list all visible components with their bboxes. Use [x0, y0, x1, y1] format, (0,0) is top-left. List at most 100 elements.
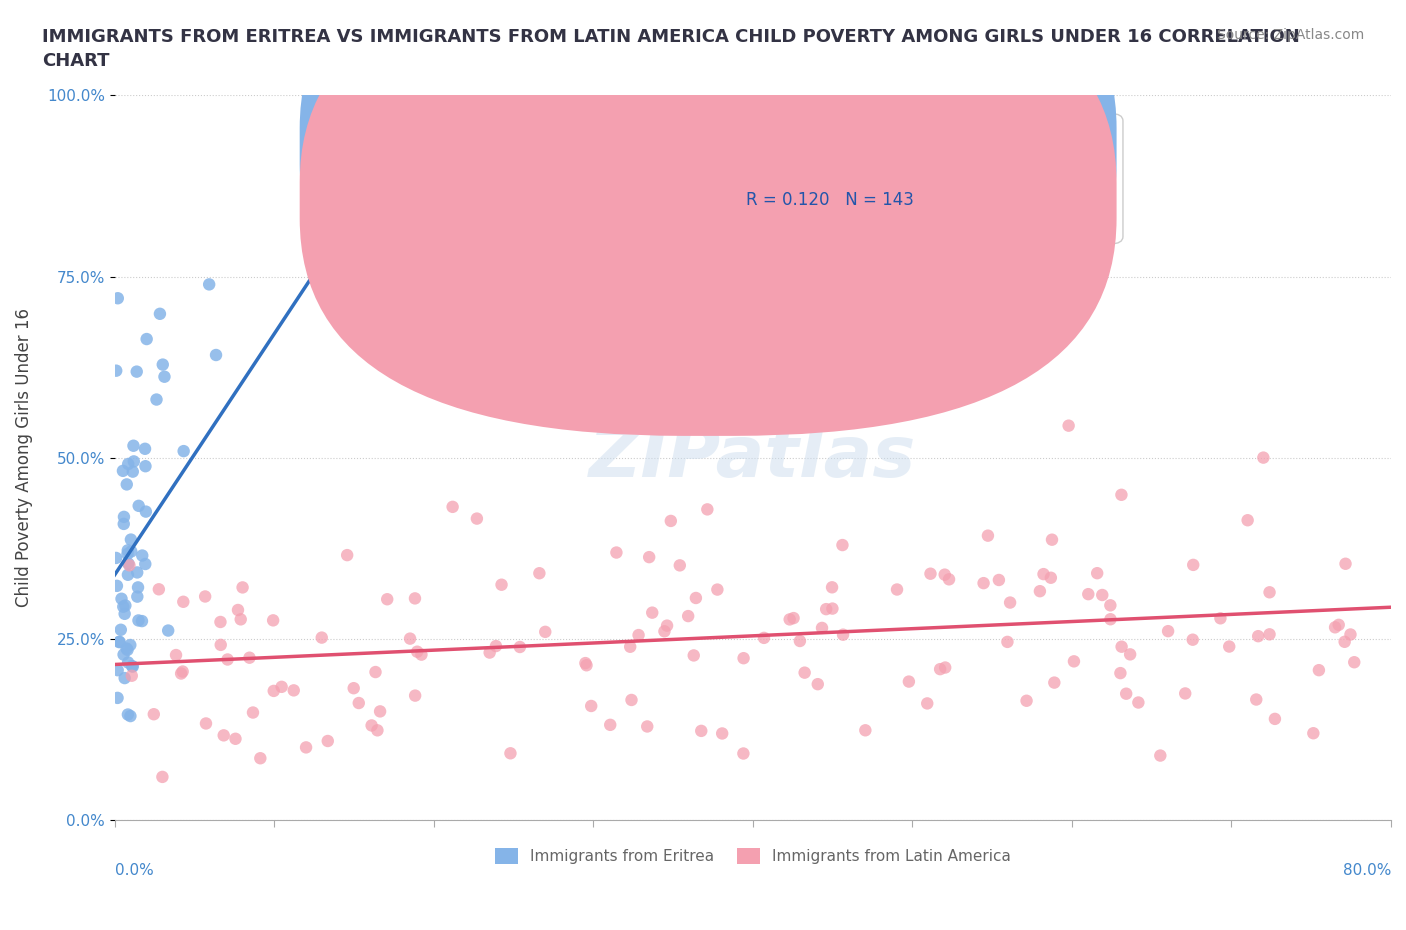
Point [1032, 566, 1054, 581]
Point [1109, 666, 1132, 681]
Point [112, 516, 135, 531]
Point [636, 719, 658, 734]
Point [217, 652, 239, 667]
Point [529, 565, 551, 580]
Point [198, 277, 221, 292]
Legend: Immigrants from Eritrea, Immigrants from Latin America: Immigrants from Eritrea, Immigrants from… [489, 842, 1017, 870]
Point [938, 572, 960, 587]
Point [117, 543, 139, 558]
Point [209, 615, 232, 630]
Point [685, 591, 707, 605]
Point [1149, 748, 1171, 763]
Point [574, 656, 596, 671]
Point [789, 633, 811, 648]
Point [1343, 655, 1365, 670]
Point [733, 746, 755, 761]
Point [641, 605, 664, 620]
Point [1115, 686, 1137, 701]
Point [1111, 487, 1133, 502]
Point [1085, 565, 1108, 580]
Point [997, 634, 1019, 649]
Point [112, 647, 135, 662]
Point [1077, 587, 1099, 602]
Point [368, 704, 391, 719]
Point [226, 603, 249, 618]
Point [821, 601, 844, 616]
Point [105, 364, 128, 379]
Point [134, 458, 156, 473]
Point [117, 707, 139, 722]
Point [232, 580, 254, 595]
Point [153, 369, 176, 384]
Point [316, 734, 339, 749]
Point [336, 548, 359, 563]
Point [411, 647, 433, 662]
Point [404, 591, 426, 605]
Point [262, 613, 284, 628]
Point [173, 444, 195, 458]
Point [832, 627, 855, 642]
Point [128, 498, 150, 513]
Point [311, 631, 333, 645]
Point [499, 746, 522, 761]
Point [157, 623, 180, 638]
Text: IMMIGRANTS FROM ERITREA VS IMMIGRANTS FROM LATIN AMERICA CHILD POVERTY AMONG GIR: IMMIGRANTS FROM ERITREA VS IMMIGRANTS FR… [42, 28, 1301, 70]
Point [1040, 532, 1063, 547]
Point [127, 590, 149, 604]
Point [343, 681, 366, 696]
Point [172, 594, 194, 609]
Point [733, 651, 755, 666]
Point [117, 643, 139, 658]
Text: R = 0.504   N = 59: R = 0.504 N = 59 [747, 136, 903, 153]
Point [110, 591, 132, 606]
Point [1099, 598, 1122, 613]
Point [112, 510, 135, 525]
Point [375, 591, 398, 606]
Point [977, 528, 1000, 543]
Point [1039, 570, 1062, 585]
Point [172, 664, 194, 679]
Point [238, 650, 260, 665]
Point [209, 637, 232, 652]
Point [131, 548, 153, 563]
Point [1334, 556, 1357, 571]
Point [1111, 639, 1133, 654]
Point [1157, 624, 1180, 639]
Point [242, 705, 264, 720]
Point [127, 565, 149, 580]
Point [987, 573, 1010, 588]
Point [1333, 634, 1355, 649]
Text: 0.0%: 0.0% [115, 863, 153, 878]
Point [122, 438, 145, 453]
Point [1063, 654, 1085, 669]
Point [120, 532, 142, 547]
Point [108, 634, 131, 649]
Point [110, 622, 132, 637]
Point [118, 558, 141, 573]
Point [115, 641, 138, 656]
Point [120, 709, 142, 724]
Point [638, 550, 661, 565]
Point [295, 740, 318, 755]
Point [399, 631, 422, 646]
Point [676, 608, 699, 623]
Point [224, 731, 246, 746]
Point [134, 442, 156, 457]
Point [575, 658, 598, 672]
Point [170, 666, 193, 681]
Point [897, 674, 920, 689]
Point [117, 556, 139, 571]
Point [398, 247, 420, 262]
Point [135, 332, 157, 347]
Point [105, 551, 128, 565]
Point [807, 677, 830, 692]
Point [364, 665, 387, 680]
Point [127, 580, 149, 595]
Point [134, 556, 156, 571]
Point [347, 696, 370, 711]
Point [117, 567, 139, 582]
Point [149, 306, 172, 321]
Point [654, 624, 676, 639]
FancyBboxPatch shape [299, 0, 1116, 436]
Point [1119, 647, 1142, 662]
